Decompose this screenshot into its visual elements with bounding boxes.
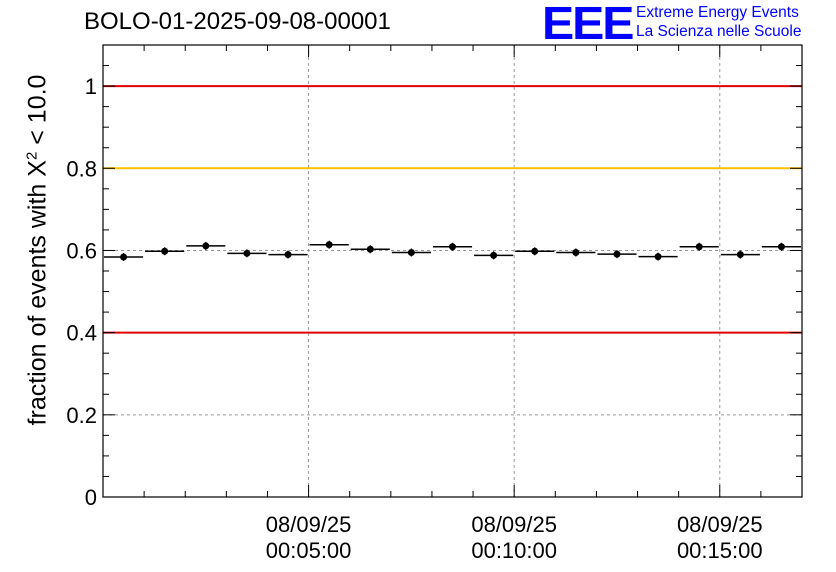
data-bin <box>104 253 144 262</box>
data-bin <box>679 242 719 251</box>
y-tick-label: 0.2 <box>66 403 97 428</box>
data-point <box>407 249 415 257</box>
data-point <box>243 249 251 257</box>
y-tick-labels: 0 0.2 0.4 0.6 0.8 1 <box>66 74 97 510</box>
y-tick-label: 0.6 <box>66 238 97 263</box>
data-bin <box>350 245 390 254</box>
y-tick-label: 0.4 <box>66 321 97 346</box>
data-bin <box>186 241 226 250</box>
data-point <box>572 249 580 257</box>
data-bin <box>597 250 637 259</box>
data-point <box>449 243 456 251</box>
logo-line-2: La Scienza nelle Scuole <box>636 23 802 40</box>
x-tick-labels: 08/09/2500:05:0008/09/2500:10:0008/09/25… <box>266 512 763 563</box>
x-tick-label-time: 00:05:00 <box>266 538 352 563</box>
data-bin <box>556 248 596 257</box>
data-bin <box>638 252 678 261</box>
x-tick-label-date: 08/09/25 <box>471 512 557 537</box>
y-tick-label: 0 <box>85 485 97 510</box>
data-bin <box>309 240 349 249</box>
data-series <box>104 240 801 262</box>
data-point <box>284 251 292 259</box>
grid-lines <box>103 45 802 497</box>
data-point <box>325 241 333 249</box>
x-tick-label-time: 00:15:00 <box>677 538 763 563</box>
data-point <box>777 243 785 251</box>
data-point <box>695 243 703 251</box>
data-point <box>736 251 744 259</box>
data-bin <box>391 248 431 257</box>
data-point <box>202 242 210 250</box>
data-bin <box>515 247 555 256</box>
data-point <box>120 253 128 261</box>
data-bin <box>720 250 760 259</box>
data-point <box>366 245 374 253</box>
logo-line-1: Extreme Energy Events <box>636 4 799 21</box>
axis-ticks <box>103 44 802 498</box>
eee-logo-text: Extreme Energy Events La Scienza nelle S… <box>636 3 801 41</box>
chart-title: BOLO-01-2025-09-08-00001 <box>84 8 391 35</box>
reference-lines <box>103 85 802 334</box>
data-bin <box>474 251 514 260</box>
x-tick-label-time: 00:10:00 <box>471 538 557 563</box>
data-point <box>490 251 498 259</box>
data-point <box>613 250 621 258</box>
data-bin <box>145 247 185 256</box>
data-point <box>654 253 662 261</box>
data-point <box>161 247 169 255</box>
plot-frame <box>102 44 803 498</box>
data-bin <box>268 250 308 259</box>
data-point <box>531 247 539 255</box>
data-bin <box>761 242 801 251</box>
y-tick-label: 0.8 <box>66 156 97 181</box>
data-bin <box>432 242 473 251</box>
y-tick-label: 1 <box>85 74 97 99</box>
data-bin <box>227 249 267 258</box>
x-tick-label-date: 08/09/25 <box>677 512 763 537</box>
x-tick-label-date: 08/09/25 <box>266 512 352 537</box>
eee-logo-mark: EEE <box>542 0 634 49</box>
